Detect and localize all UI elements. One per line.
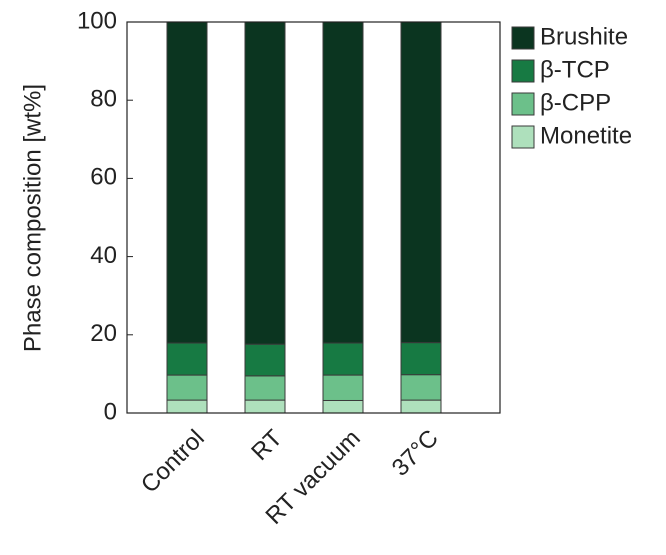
legend-swatch (511, 59, 535, 83)
bar-segment (244, 399, 286, 414)
x-tick-label: RT (246, 424, 288, 466)
legend-swatch (511, 26, 535, 50)
bar-segment (400, 21, 442, 344)
bar-segment (322, 399, 364, 414)
y-tick-label: 40 (90, 242, 117, 269)
legend-label: Brushite (540, 23, 628, 50)
y-axis-label: Phase composition [wt%] (19, 84, 46, 352)
bar-segment (166, 342, 208, 376)
bar-segment (400, 342, 442, 376)
bar-segment (400, 399, 442, 414)
x-tick-label: Control (136, 425, 210, 499)
bar-segment (322, 21, 364, 344)
plot-frame (126, 21, 501, 414)
legend-swatch (511, 125, 535, 149)
legend-label: Monetite (540, 122, 632, 149)
legend-swatch (511, 92, 535, 116)
y-tick-label: 0 (104, 398, 117, 425)
bar-segment (322, 342, 364, 376)
x-tick-label: 37°C (387, 425, 444, 482)
bar-segment (400, 374, 442, 401)
bar-segment (322, 374, 364, 401)
legend-label: β-TCP (540, 56, 610, 83)
bar-segment (244, 343, 286, 377)
bar-segment (166, 21, 208, 344)
y-tick-label: 60 (90, 164, 117, 191)
bar-segment (244, 21, 286, 345)
y-tick-label: 80 (90, 86, 117, 113)
legend-label: β-CPP (540, 89, 611, 116)
bar-segment (244, 375, 286, 401)
bar-segment (166, 374, 208, 401)
bar-segment (166, 399, 208, 414)
y-tick-label: 100 (77, 7, 117, 34)
y-tick-label: 20 (90, 320, 117, 347)
